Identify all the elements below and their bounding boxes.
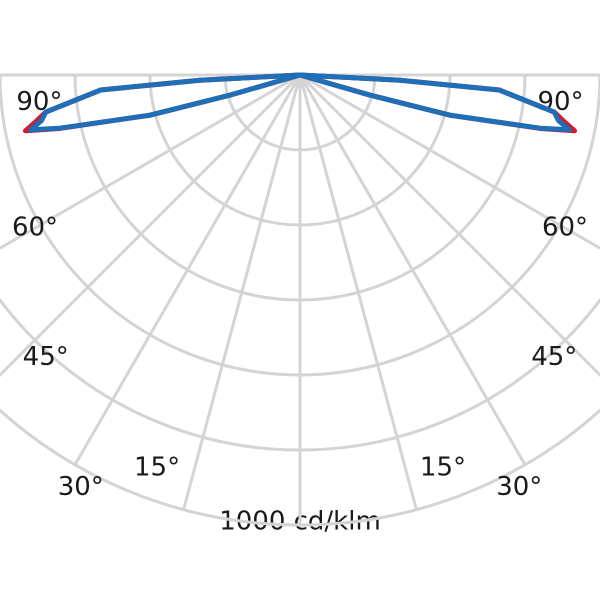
angle-label: 30° xyxy=(496,472,542,502)
grid-spoke xyxy=(182,74,302,511)
angle-label: 15° xyxy=(134,452,180,482)
grid-spoke xyxy=(298,74,527,466)
angle-label: 45° xyxy=(23,342,69,372)
angle-label: 15° xyxy=(420,452,466,482)
grid-spoke xyxy=(298,74,418,511)
grid-spoke xyxy=(298,73,600,378)
angle-label: 90° xyxy=(16,87,62,117)
grid-spoke xyxy=(0,73,302,378)
angle-label: 30° xyxy=(58,472,104,502)
grid-spoke xyxy=(73,74,302,466)
grid-spoke xyxy=(299,73,600,250)
intensity-curve xyxy=(297,72,572,133)
angle-label: 90° xyxy=(538,87,584,117)
angle-label: 60° xyxy=(12,213,58,243)
intensity-curve xyxy=(28,72,303,133)
angle-label: 45° xyxy=(531,342,577,372)
angle-label: 60° xyxy=(542,213,588,243)
grid-spoke xyxy=(0,73,301,250)
